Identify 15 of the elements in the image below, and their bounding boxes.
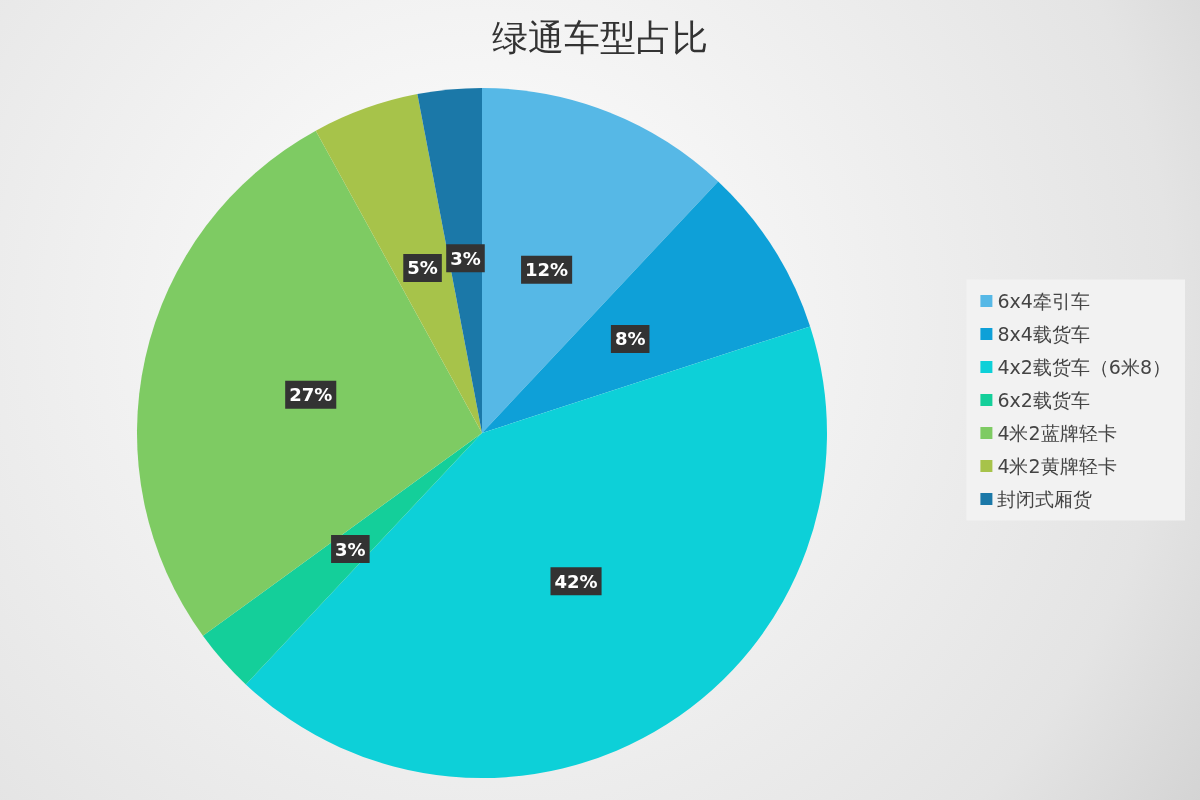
data-label: 27% (289, 384, 333, 406)
legend-label: 6x4牵引车 (997, 290, 1090, 312)
data-label: 12% (525, 259, 569, 281)
data-label: 42% (554, 570, 598, 592)
chart-title: 绿通车型占比 (492, 16, 708, 58)
legend-label: 4米2黄牌轻卡 (997, 455, 1117, 477)
legend-label: 8x4载货车 (997, 323, 1090, 345)
data-label: 3% (450, 247, 481, 269)
data-label: 3% (335, 538, 366, 560)
legend-label: 6x2载货车 (997, 389, 1090, 411)
legend-label: 4米2蓝牌轻卡 (997, 422, 1117, 444)
legend-label: 4x2载货车（6米8） (997, 356, 1172, 378)
data-label: 8% (614, 328, 646, 350)
legend-label: 封闭式厢货 (997, 488, 1093, 510)
data-label: 5% (407, 257, 438, 279)
